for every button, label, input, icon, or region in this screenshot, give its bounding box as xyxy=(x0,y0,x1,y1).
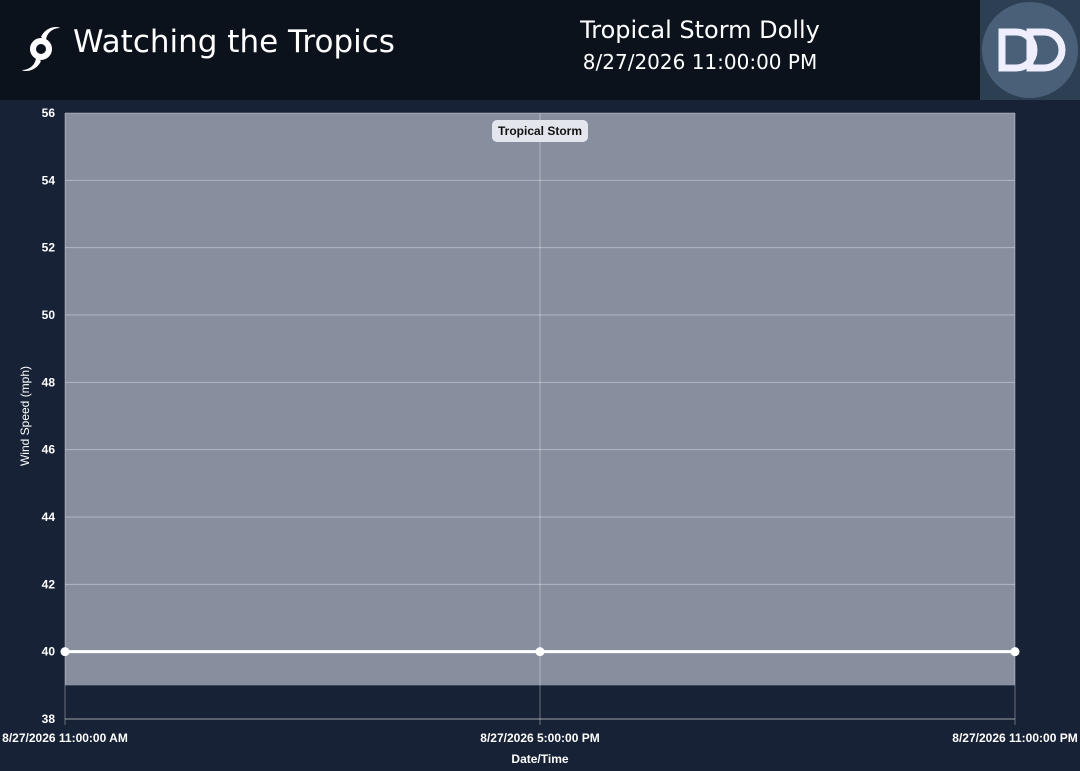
x-axis-title: Date/Time xyxy=(511,752,568,766)
band xyxy=(65,113,1015,686)
y-tick-label: 44 xyxy=(42,510,56,524)
timestamp: 8/27/2026 11:00:00 PM xyxy=(582,50,818,74)
band-label: Tropical Storm xyxy=(498,124,582,138)
x-tick-label: 8/27/2026 11:00:00 PM xyxy=(952,731,1077,745)
point xyxy=(1010,647,1020,657)
point xyxy=(535,647,545,657)
point xyxy=(60,647,70,657)
y-tick-label: 42 xyxy=(42,577,56,591)
storm-icon xyxy=(22,26,60,72)
band-label-box xyxy=(492,120,588,142)
y-tick-label: 50 xyxy=(42,308,56,322)
chart: Date/Time Wind Speed (mph) 38 40 42 44 46 48 5… xyxy=(2,106,1078,766)
y-tick-label: 52 xyxy=(42,241,56,255)
x-tick-label: 8/27/2026 11:00:00 AM xyxy=(2,731,128,745)
y-tick-label: 54 xyxy=(42,173,56,187)
y-axis-title: Wind Speed (mph) xyxy=(18,366,32,466)
y-tick-label: 38 xyxy=(42,712,56,726)
x-tick-label: 8/27/2026 5:00:00 PM xyxy=(480,731,599,745)
y-tick-label: 56 xyxy=(42,106,56,120)
header: Watching the Tropics Tropical Storm Doll… xyxy=(0,0,1080,100)
storm-name: Tropical Storm Dolly xyxy=(580,16,820,44)
y-tick-label: 40 xyxy=(42,645,56,659)
logo xyxy=(980,0,1080,100)
y-tick-label: 46 xyxy=(42,443,56,457)
y-tick-label: 48 xyxy=(42,375,56,389)
app-title: Watching the Tropics xyxy=(73,24,395,60)
